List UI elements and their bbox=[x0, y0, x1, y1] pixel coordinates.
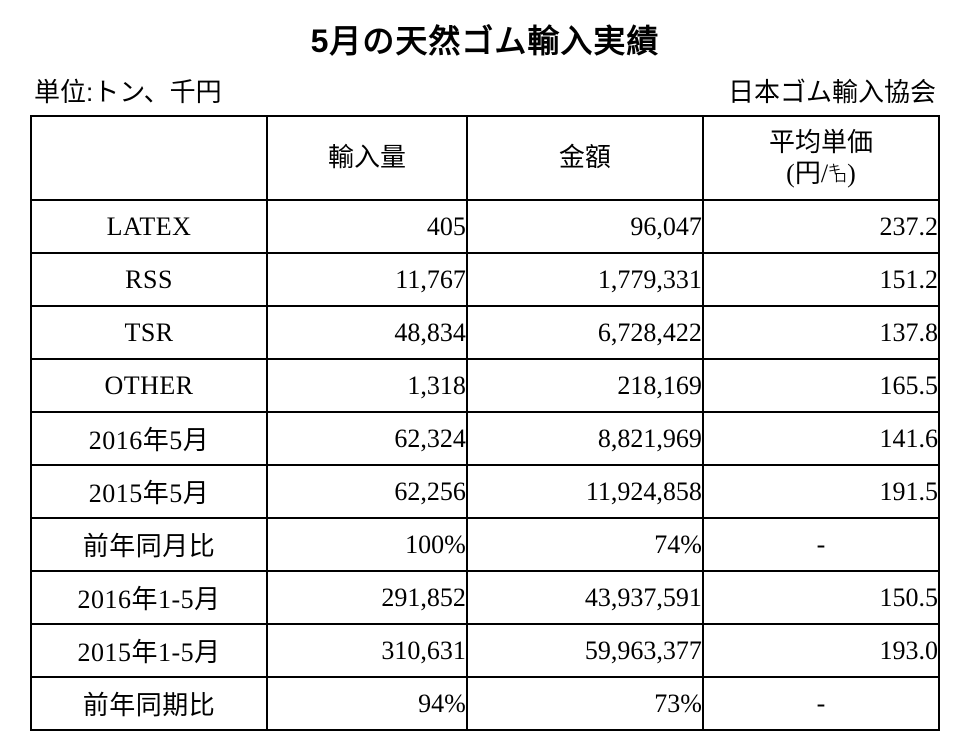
cell-amount: 6,728,422 bbox=[467, 306, 703, 359]
cell-amount: 96,047 bbox=[467, 200, 703, 253]
cell-unit-price: 141.6 bbox=[703, 412, 939, 465]
cell-amount: 8,821,969 bbox=[467, 412, 703, 465]
cell-amount: 218,169 bbox=[467, 359, 703, 412]
row-label: 2015年5月 bbox=[31, 465, 267, 518]
cell-unit-price: - bbox=[703, 677, 939, 730]
cell-unit-price: 237.2 bbox=[703, 200, 939, 253]
table-row: 前年同期比94%73%- bbox=[31, 677, 939, 730]
row-label: LATEX bbox=[31, 200, 267, 253]
cell-import-qty: 310,631 bbox=[267, 624, 467, 677]
table-row: TSR48,8346,728,422137.8 bbox=[31, 306, 939, 359]
row-label: TSR bbox=[31, 306, 267, 359]
cell-unit-price: 165.5 bbox=[703, 359, 939, 412]
table-row: RSS11,7671,779,331151.2 bbox=[31, 253, 939, 306]
row-label: 2015年1-5月 bbox=[31, 624, 267, 677]
document-page: 5月の天然ゴム輸入実績 単位:トン、千円 日本ゴム輸入協会 輸入量 金額 平均単… bbox=[0, 0, 970, 731]
table-row: LATEX40596,047237.2 bbox=[31, 200, 939, 253]
cell-import-qty: 62,324 bbox=[267, 412, 467, 465]
import-table: 輸入量 金額 平均単価 (円/キロ) LATEX40596,047237.2RS… bbox=[30, 115, 940, 731]
col-header-import-qty: 輸入量 bbox=[267, 116, 467, 200]
table-row: 2015年1-5月310,63159,963,377193.0 bbox=[31, 624, 939, 677]
cell-import-qty: 100% bbox=[267, 518, 467, 571]
cell-import-qty: 48,834 bbox=[267, 306, 467, 359]
row-label: OTHER bbox=[31, 359, 267, 412]
row-label: RSS bbox=[31, 253, 267, 306]
cell-import-qty: 62,256 bbox=[267, 465, 467, 518]
kilo-glyph: キロ bbox=[828, 166, 847, 182]
cell-amount: 59,963,377 bbox=[467, 624, 703, 677]
col-header-unit-price: 平均単価 (円/キロ) bbox=[703, 116, 939, 200]
cell-amount: 11,924,858 bbox=[467, 465, 703, 518]
table-row: OTHER1,318218,169165.5 bbox=[31, 359, 939, 412]
cell-import-qty: 405 bbox=[267, 200, 467, 253]
cell-amount: 73% bbox=[467, 677, 703, 730]
col-header-unit-price-label: 平均単価 bbox=[769, 128, 873, 157]
row-label: 前年同期比 bbox=[31, 677, 267, 730]
col-header-unit-price-unit: (円/キロ) bbox=[786, 159, 856, 188]
cell-import-qty: 94% bbox=[267, 677, 467, 730]
cell-unit-price: 191.5 bbox=[703, 465, 939, 518]
row-label: 2016年5月 bbox=[31, 412, 267, 465]
cell-import-qty: 291,852 bbox=[267, 571, 467, 624]
table-row: 2016年5月62,3248,821,969141.6 bbox=[31, 412, 939, 465]
col-header-amount: 金額 bbox=[467, 116, 703, 200]
cell-unit-price: - bbox=[703, 518, 939, 571]
col-header-blank bbox=[31, 116, 267, 200]
table-row: 前年同月比100%74%- bbox=[31, 518, 939, 571]
row-label: 2016年1-5月 bbox=[31, 571, 267, 624]
cell-unit-price: 150.5 bbox=[703, 571, 939, 624]
cell-amount: 74% bbox=[467, 518, 703, 571]
table-row: 2015年5月62,25611,924,858191.5 bbox=[31, 465, 939, 518]
cell-import-qty: 11,767 bbox=[267, 253, 467, 306]
table-row: 2016年1-5月291,85243,937,591150.5 bbox=[31, 571, 939, 624]
source-label: 日本ゴム輸入協会 bbox=[728, 72, 936, 109]
table-body: LATEX40596,047237.2RSS11,7671,779,331151… bbox=[31, 200, 939, 730]
page-title: 5月の天然ゴム輸入実績 bbox=[30, 16, 940, 62]
cell-unit-price: 137.8 bbox=[703, 306, 939, 359]
cell-import-qty: 1,318 bbox=[267, 359, 467, 412]
cell-amount: 43,937,591 bbox=[467, 571, 703, 624]
cell-unit-price: 193.0 bbox=[703, 624, 939, 677]
subheader-row: 単位:トン、千円 日本ゴム輸入協会 bbox=[34, 72, 936, 109]
cell-amount: 1,779,331 bbox=[467, 253, 703, 306]
table-header-row: 輸入量 金額 平均単価 (円/キロ) bbox=[31, 116, 939, 200]
unit-label: 単位:トン、千円 bbox=[34, 72, 222, 109]
cell-unit-price: 151.2 bbox=[703, 253, 939, 306]
row-label: 前年同月比 bbox=[31, 518, 267, 571]
